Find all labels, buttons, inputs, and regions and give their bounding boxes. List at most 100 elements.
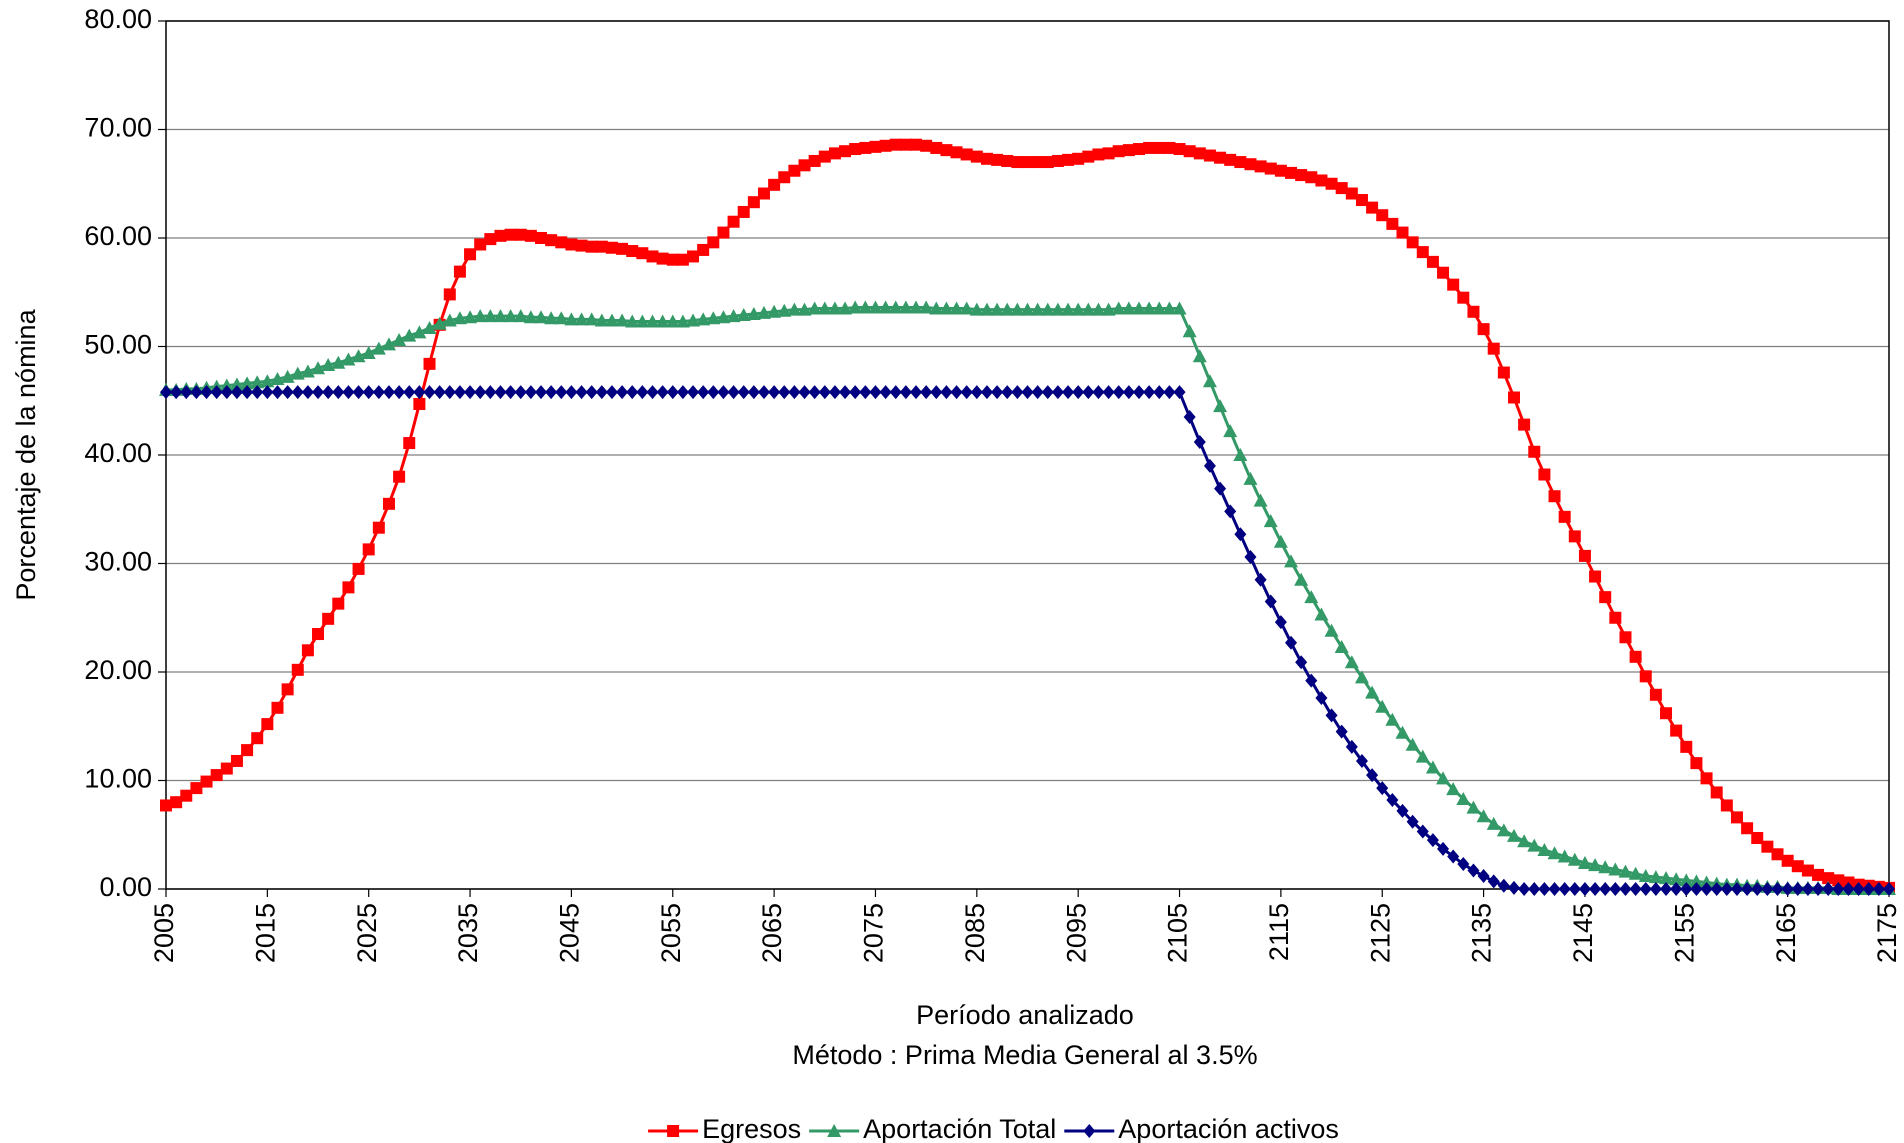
marker xyxy=(271,385,284,400)
marker xyxy=(362,543,375,556)
marker xyxy=(929,301,944,315)
marker xyxy=(920,385,933,400)
marker xyxy=(1842,882,1855,896)
marker xyxy=(1315,174,1328,187)
marker xyxy=(778,171,791,184)
marker xyxy=(1011,385,1024,400)
marker xyxy=(160,799,172,812)
marker xyxy=(545,234,558,247)
marker xyxy=(1781,882,1794,896)
marker xyxy=(1700,772,1713,785)
marker xyxy=(615,313,630,327)
marker xyxy=(604,313,619,327)
marker xyxy=(332,385,345,400)
marker xyxy=(1030,302,1045,316)
marker xyxy=(524,385,537,400)
marker xyxy=(1395,725,1410,739)
marker xyxy=(342,385,355,400)
marker xyxy=(1102,147,1115,160)
marker xyxy=(919,300,934,314)
marker xyxy=(1517,834,1532,848)
marker xyxy=(1578,549,1591,562)
marker xyxy=(1062,385,1075,400)
marker xyxy=(1609,882,1622,896)
marker xyxy=(949,301,964,315)
marker xyxy=(1244,158,1257,171)
marker xyxy=(1578,882,1591,896)
marker xyxy=(1285,166,1298,179)
marker xyxy=(423,357,436,370)
marker xyxy=(970,385,983,400)
marker xyxy=(687,250,700,263)
marker xyxy=(1730,882,1743,896)
marker xyxy=(1751,832,1764,845)
marker xyxy=(737,205,750,218)
marker xyxy=(1568,882,1581,896)
marker xyxy=(1224,153,1237,166)
marker xyxy=(464,248,477,261)
marker xyxy=(170,796,183,809)
marker xyxy=(1071,302,1086,316)
marker xyxy=(433,385,446,400)
marker xyxy=(697,243,710,256)
marker xyxy=(1679,873,1694,887)
marker xyxy=(393,470,406,483)
marker xyxy=(1741,882,1754,896)
marker xyxy=(1325,708,1338,723)
marker xyxy=(869,140,882,153)
marker xyxy=(1477,323,1490,336)
marker xyxy=(1345,187,1358,200)
marker xyxy=(1365,685,1380,699)
marker xyxy=(1528,445,1541,458)
y-tick-label: 70.00 xyxy=(84,113,152,143)
marker xyxy=(1506,828,1521,842)
marker xyxy=(879,385,892,400)
marker xyxy=(322,612,335,625)
marker xyxy=(1314,607,1329,621)
marker xyxy=(1031,385,1044,400)
marker xyxy=(361,346,376,360)
legend-label: Aportación activos xyxy=(1118,1114,1339,1143)
y-tick-label: 60.00 xyxy=(84,221,152,251)
marker xyxy=(1101,302,1116,316)
marker xyxy=(1001,154,1014,167)
marker xyxy=(312,628,325,641)
marker xyxy=(535,232,548,244)
marker xyxy=(514,228,527,241)
x-tick-label: 2005 xyxy=(149,903,179,963)
subtitle: Método : Prima Media General al 3.5% xyxy=(792,1040,1257,1070)
marker xyxy=(503,309,518,323)
marker xyxy=(1568,530,1581,543)
marker xyxy=(260,374,275,388)
marker xyxy=(1405,737,1420,751)
marker xyxy=(1456,791,1471,805)
marker xyxy=(1082,385,1095,400)
marker xyxy=(1801,864,1814,877)
marker xyxy=(371,341,386,355)
marker xyxy=(200,775,213,788)
marker xyxy=(717,385,730,400)
marker xyxy=(251,385,264,400)
marker xyxy=(1648,870,1663,884)
marker xyxy=(950,385,963,400)
marker xyxy=(1457,857,1470,872)
marker xyxy=(565,385,578,400)
marker xyxy=(1447,278,1460,291)
marker xyxy=(544,311,559,325)
marker xyxy=(940,385,953,400)
marker xyxy=(1324,623,1339,637)
marker xyxy=(413,385,426,400)
marker xyxy=(1234,156,1247,169)
marker xyxy=(381,337,396,351)
marker xyxy=(665,314,680,328)
marker xyxy=(950,146,963,159)
marker xyxy=(1467,863,1480,878)
marker xyxy=(1354,670,1369,684)
marker xyxy=(270,372,285,386)
marker xyxy=(797,302,812,316)
marker xyxy=(595,385,608,400)
marker xyxy=(1020,302,1035,316)
marker xyxy=(889,138,902,151)
marker xyxy=(393,385,406,400)
marker xyxy=(970,150,983,163)
